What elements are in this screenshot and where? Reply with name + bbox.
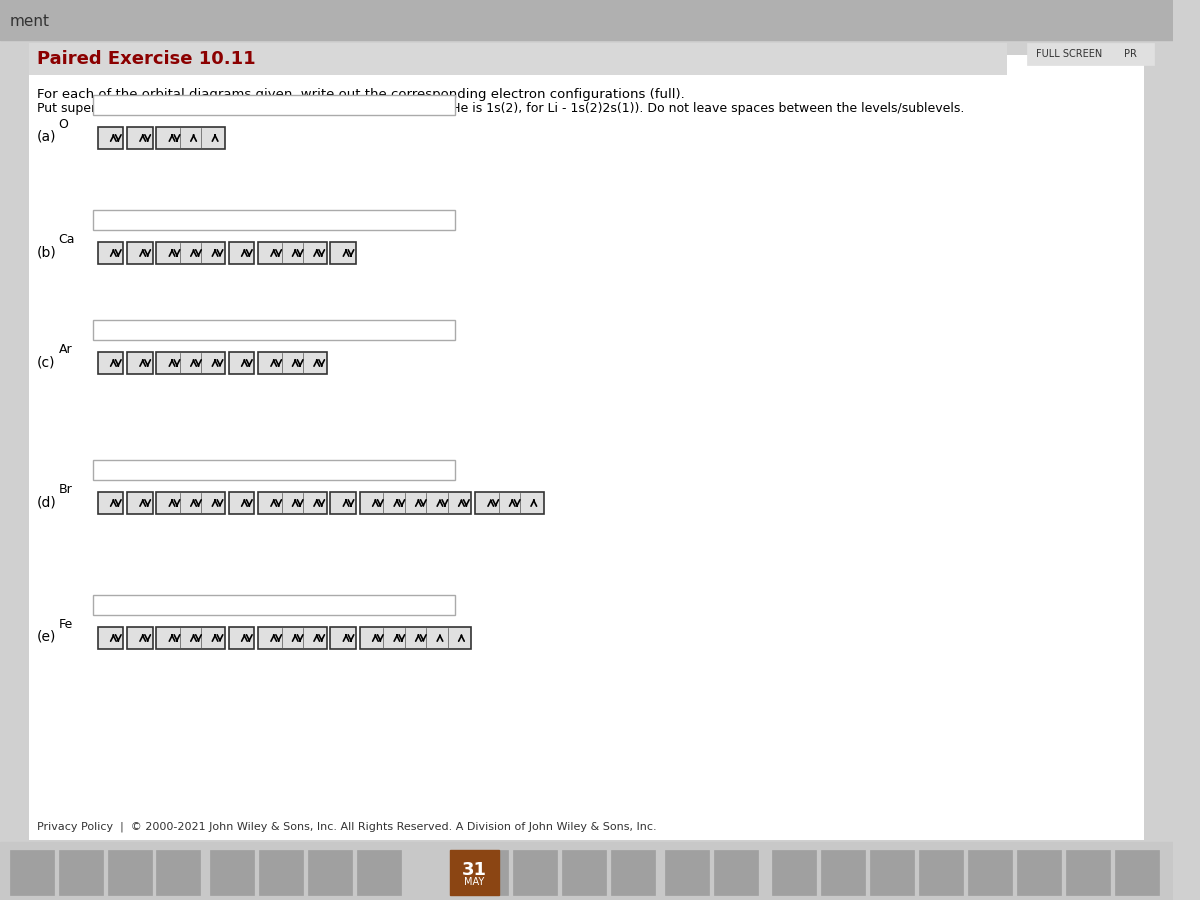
- Bar: [773, 850, 816, 895]
- Bar: [870, 850, 914, 895]
- Bar: [156, 352, 224, 374]
- Bar: [156, 127, 224, 149]
- Bar: [360, 492, 472, 514]
- Text: Ar: Ar: [59, 343, 72, 356]
- Bar: [562, 850, 606, 895]
- Bar: [1016, 850, 1061, 895]
- Bar: [92, 595, 455, 615]
- Bar: [714, 850, 757, 895]
- Bar: [821, 850, 865, 895]
- Text: For each of the orbital diagrams given, write out the corresponding electron con: For each of the orbital diagrams given, …: [37, 88, 685, 101]
- Bar: [127, 352, 152, 374]
- Text: Fe: Fe: [59, 618, 73, 631]
- Bar: [229, 242, 254, 264]
- Bar: [1066, 850, 1110, 895]
- Text: (d): (d): [37, 495, 56, 509]
- Text: Paired Exercise 10.11: Paired Exercise 10.11: [37, 50, 256, 68]
- Text: 31: 31: [462, 861, 487, 879]
- Text: Br: Br: [59, 483, 72, 496]
- Bar: [356, 850, 401, 895]
- Bar: [127, 627, 152, 649]
- Bar: [258, 492, 326, 514]
- Bar: [665, 850, 709, 895]
- Bar: [611, 850, 655, 895]
- Bar: [127, 242, 152, 264]
- Bar: [229, 492, 254, 514]
- Bar: [330, 492, 356, 514]
- Bar: [210, 850, 254, 895]
- Bar: [229, 627, 254, 649]
- Bar: [360, 627, 472, 649]
- Bar: [1026, 43, 1153, 65]
- Bar: [97, 352, 124, 374]
- Text: PR: PR: [1124, 49, 1138, 59]
- Bar: [59, 850, 103, 895]
- Text: (e): (e): [37, 630, 56, 644]
- Bar: [156, 627, 224, 649]
- Text: ment: ment: [10, 14, 49, 30]
- Bar: [29, 55, 1144, 840]
- Bar: [259, 850, 304, 895]
- Text: (b): (b): [37, 245, 56, 259]
- Bar: [258, 242, 326, 264]
- Bar: [108, 850, 151, 895]
- Bar: [0, 0, 1174, 40]
- Bar: [10, 850, 54, 895]
- Bar: [475, 492, 544, 514]
- Bar: [156, 492, 224, 514]
- Bar: [330, 242, 356, 264]
- Bar: [127, 127, 152, 149]
- Text: Ca: Ca: [59, 233, 76, 246]
- Bar: [919, 850, 962, 895]
- Text: (c): (c): [37, 355, 55, 369]
- Bar: [97, 492, 124, 514]
- Text: (a): (a): [37, 130, 56, 144]
- Bar: [229, 352, 254, 374]
- Bar: [258, 352, 326, 374]
- Bar: [464, 850, 509, 895]
- Bar: [330, 627, 356, 649]
- Text: FULL SCREEN: FULL SCREEN: [1037, 49, 1103, 59]
- Bar: [97, 627, 124, 649]
- Bar: [0, 842, 1174, 900]
- Bar: [156, 242, 224, 264]
- Bar: [92, 95, 455, 115]
- Text: MAY: MAY: [464, 877, 485, 887]
- Bar: [97, 127, 124, 149]
- Text: Put superscripts in parentheses. (For example: correct answer for He is 1s(2), f: Put superscripts in parentheses. (For ex…: [37, 102, 965, 115]
- Bar: [968, 850, 1012, 895]
- Bar: [156, 850, 200, 895]
- Bar: [97, 242, 124, 264]
- Bar: [514, 850, 557, 895]
- Bar: [308, 850, 352, 895]
- Bar: [92, 210, 455, 230]
- Bar: [29, 43, 1007, 75]
- Bar: [258, 627, 326, 649]
- Bar: [92, 320, 455, 340]
- Bar: [450, 850, 498, 895]
- Text: O: O: [59, 118, 68, 131]
- Bar: [92, 460, 455, 480]
- Bar: [1115, 850, 1158, 895]
- Bar: [127, 492, 152, 514]
- Text: Privacy Policy  |  © 2000-2021 John Wiley & Sons, Inc. All Rights Reserved. A Di: Privacy Policy | © 2000-2021 John Wiley …: [37, 822, 656, 832]
